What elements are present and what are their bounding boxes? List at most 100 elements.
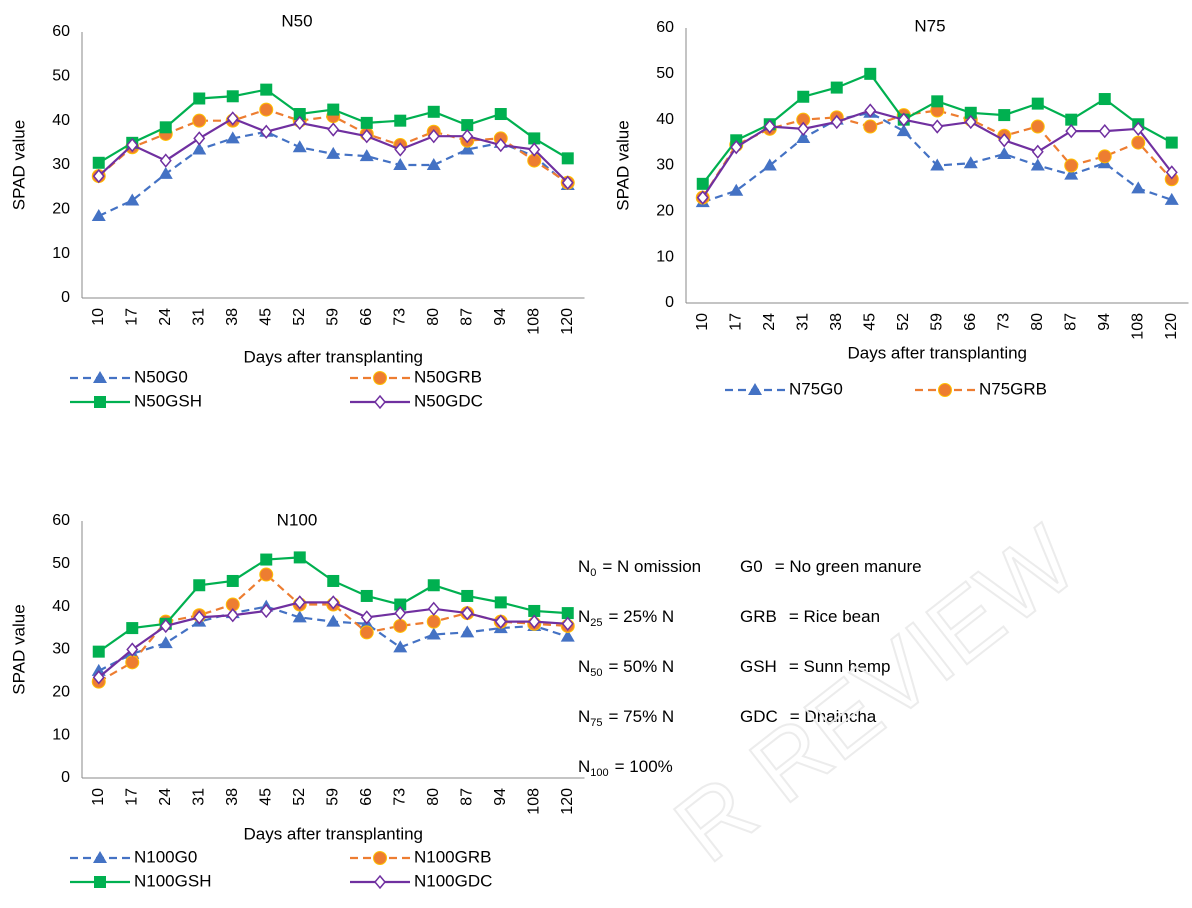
marker [1065, 113, 1078, 126]
abbr-definition: = 50% N [609, 657, 675, 676]
abbr-symbol: N [578, 607, 590, 626]
marker [360, 589, 373, 602]
marker [326, 614, 341, 627]
x-tick-label: 10 [90, 308, 107, 326]
abbreviation: N100 = 100% [578, 757, 673, 778]
marker [863, 119, 878, 134]
marker [494, 614, 507, 629]
x-tick-label: 59 [324, 308, 341, 326]
legend-marker [373, 851, 387, 865]
marker [997, 147, 1012, 160]
marker [192, 142, 207, 155]
legend-label: N100GSH [134, 871, 211, 890]
marker [394, 114, 407, 127]
marker [461, 589, 474, 602]
y-tick-label: 0 [61, 289, 70, 306]
abbr-definition: = 100% [615, 757, 673, 776]
marker [225, 131, 240, 144]
marker [1164, 192, 1179, 205]
y-tick-label: 30 [656, 157, 674, 174]
x-tick-label: 120 [1163, 313, 1180, 340]
legend-marker [748, 383, 762, 395]
chart-title: N50 [281, 11, 312, 30]
y-tick-label: 60 [656, 19, 674, 36]
marker [897, 112, 910, 127]
marker [561, 616, 574, 631]
x-tick-label: 24 [761, 313, 778, 331]
marker [327, 103, 340, 116]
x-tick-label: 38 [828, 313, 845, 331]
x-tick-label: 108 [1129, 313, 1146, 340]
x-tick-label: 80 [1029, 313, 1046, 331]
x-tick-label: 17 [123, 308, 140, 326]
marker [561, 607, 574, 620]
x-tick-label: 73 [391, 788, 408, 806]
marker [393, 640, 408, 653]
x-tick-label: 45 [861, 313, 878, 331]
x-tick-label: 73 [995, 313, 1012, 331]
y-tick-label: 30 [52, 641, 70, 658]
marker [830, 81, 843, 94]
x-tick-label: 108 [525, 788, 542, 815]
marker [259, 567, 274, 582]
abbreviation: N50 = 50% N [578, 657, 674, 678]
x-tick-label: 45 [257, 788, 274, 806]
marker [830, 114, 843, 130]
marker [126, 642, 139, 657]
legend-label: N100G0 [134, 847, 197, 866]
y-tick-label: 50 [52, 68, 70, 85]
x-tick-label: 31 [190, 788, 207, 806]
marker [931, 119, 944, 134]
marker [293, 108, 306, 121]
marker [998, 133, 1011, 148]
marker [292, 140, 307, 153]
legend-label: N50GDC [414, 391, 483, 410]
marker [930, 158, 945, 171]
marker [293, 551, 306, 564]
marker [159, 618, 172, 634]
x-tick-label: 52 [291, 308, 308, 326]
x-tick-label: 31 [190, 308, 207, 326]
marker [393, 158, 408, 170]
abbr-definition: = N omission [602, 557, 701, 576]
marker [696, 177, 709, 190]
marker [896, 124, 911, 137]
marker [528, 132, 541, 145]
marker [92, 168, 105, 184]
marker [797, 90, 810, 103]
x-tick-label: 59 [324, 788, 341, 806]
y-axis-label: SPAD value [9, 120, 28, 210]
legend-marker [374, 394, 386, 410]
x-tick-label: 38 [224, 788, 241, 806]
y-tick-label: 10 [656, 248, 674, 265]
marker [1098, 123, 1111, 139]
marker [528, 142, 541, 157]
abbreviation: GSH = Sunn hemp [740, 657, 890, 676]
marker [998, 109, 1011, 122]
x-tick-label: 66 [358, 788, 375, 806]
marker [964, 106, 977, 119]
abbreviation: N0 = N omission [578, 557, 701, 578]
x-tick-label: 80 [425, 308, 442, 326]
x-tick-label: 87 [458, 788, 475, 806]
abbreviation: GRB = Rice bean [740, 607, 880, 626]
y-tick-label: 50 [656, 65, 674, 82]
y-tick-label: 20 [52, 201, 70, 218]
marker [461, 605, 474, 621]
marker [461, 129, 474, 144]
y-axis-label: SPAD value [613, 120, 632, 210]
marker [126, 137, 139, 153]
marker [292, 610, 307, 623]
marker [293, 595, 306, 610]
marker [92, 156, 105, 169]
marker [1064, 158, 1079, 173]
legend-label: N75GRB [979, 379, 1047, 398]
x-tick-label: 31 [794, 313, 811, 331]
marker [1030, 158, 1045, 171]
marker [393, 618, 408, 633]
marker [528, 604, 541, 617]
y-tick-label: 10 [52, 726, 70, 743]
legend-label: N100GRB [414, 847, 491, 866]
marker [226, 608, 239, 623]
